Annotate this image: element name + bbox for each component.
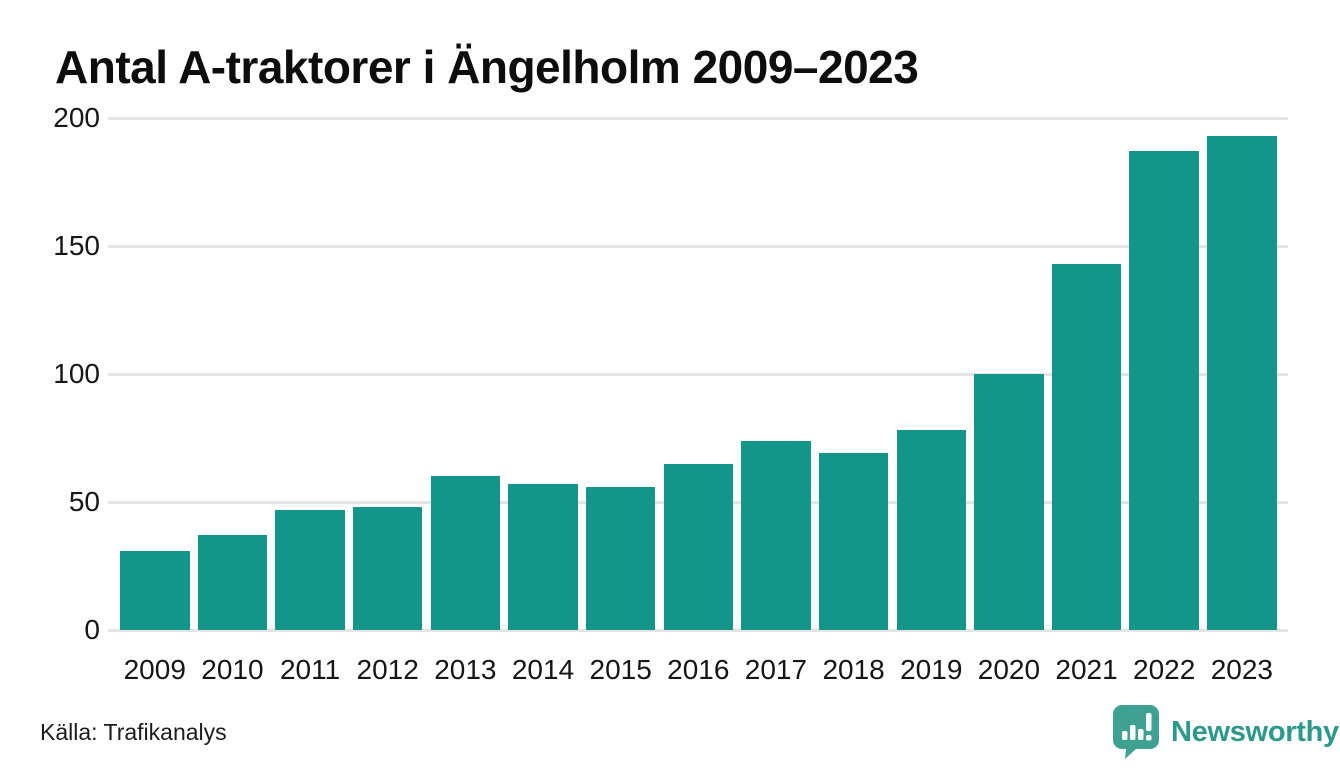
x-tick-label: 2020 (977, 654, 1041, 685)
x-tick-label: 2023 (1210, 654, 1273, 685)
x-tick-label: 2017 (744, 654, 808, 685)
x-tick-label: 2009 (123, 654, 186, 685)
bar-2018 (818, 453, 889, 630)
x-tick-label: 2018 (822, 654, 885, 685)
brand-name: Newsworthy (1171, 716, 1339, 748)
bar-2015 (585, 486, 656, 630)
y-tick-label: 100 (53, 358, 100, 389)
x-tick-label: 2012 (356, 654, 419, 685)
newsworthy-badge-icon (1113, 705, 1159, 759)
x-tick-label: 2019 (900, 654, 963, 685)
x-tick-label: 2013 (434, 654, 497, 685)
source-caption: Källa: Trafikanalys (40, 719, 227, 745)
x-tick-label: 2014 (511, 654, 575, 685)
bar-2010 (197, 535, 268, 630)
gridline-0 (108, 628, 1288, 632)
bar-2012 (352, 507, 423, 630)
y-tick-label: 150 (53, 230, 100, 261)
x-tick-label: 2010 (201, 654, 264, 685)
y-tick-label: 200 (53, 102, 100, 133)
x-tick-label: 2022 (1133, 654, 1196, 685)
y-tick-label: 50 (68, 486, 100, 517)
bar-2022 (1129, 151, 1199, 630)
brand-logo: Newsworthy (1112, 704, 1339, 760)
bar-2009 (120, 550, 190, 630)
bar-2014 (508, 484, 578, 630)
gridline-150 (108, 244, 1288, 248)
x-tick-label: 2016 (667, 654, 730, 685)
bar-2016 (663, 463, 734, 630)
gridline-200 (108, 116, 1288, 120)
x-tick-label: 2015 (589, 654, 652, 685)
plot-area (108, 116, 1288, 632)
chart-title: Antal A-traktorer i Ängelholm 2009–2023 (55, 41, 919, 93)
bar-2020 (974, 374, 1044, 630)
bar-2023 (1207, 135, 1277, 630)
bar-2019 (896, 430, 966, 630)
bar-2021 (1051, 263, 1122, 630)
y-tick-label: 0 (84, 614, 100, 645)
bar-2013 (430, 476, 501, 630)
x-tick-label: 2021 (1055, 654, 1118, 685)
bar-2011 (275, 509, 345, 630)
gridline-100 (108, 372, 1288, 376)
bar-2017 (741, 440, 811, 630)
x-tick-label: 2011 (279, 654, 341, 685)
